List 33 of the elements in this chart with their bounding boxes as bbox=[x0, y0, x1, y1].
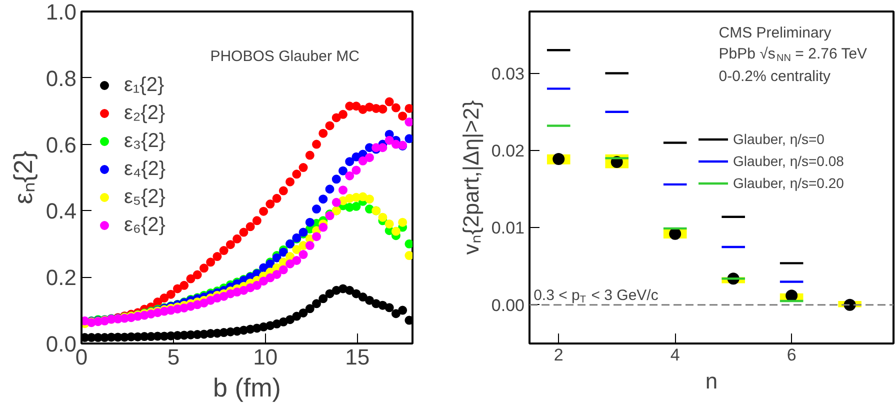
annotation: 0-0.2% centrality bbox=[718, 68, 831, 85]
legend-label: ε₅{2} bbox=[124, 184, 166, 210]
x-tick-label: 2 bbox=[554, 346, 564, 364]
y-axis-title: vₙ{2part,|Δη|>2} bbox=[458, 100, 484, 255]
x-tick-label: 5 bbox=[167, 344, 180, 370]
y-tick-label: 0.2 bbox=[46, 265, 77, 290]
legend-label: ε₁{2} bbox=[124, 72, 164, 98]
x-tick-label: 4 bbox=[670, 346, 680, 364]
x-tick-label: 10 bbox=[253, 344, 278, 370]
legend-label: Glauber, η/s=0 bbox=[733, 130, 824, 149]
x-axis-title: b (fm) bbox=[213, 372, 281, 402]
y-tick-label: 1.0 bbox=[46, 0, 77, 24]
legend-label: Glauber, η/s=0.20 bbox=[733, 174, 844, 193]
y-tick-label: 0.4 bbox=[46, 198, 77, 224]
legend-label: Glauber, η/s=0.08 bbox=[733, 152, 844, 171]
x-axis-title: n bbox=[705, 368, 718, 394]
y-tick-label: 0.6 bbox=[46, 132, 77, 158]
legend-label: ε₄{2} bbox=[124, 156, 166, 182]
x-tick-label: 6 bbox=[786, 346, 796, 364]
x-tick-label: 0 bbox=[75, 344, 88, 370]
y-tick-label: 0.00 bbox=[491, 296, 525, 315]
legend-label: ε₆{2} bbox=[124, 212, 166, 238]
y-tick-label: 0.8 bbox=[46, 66, 77, 91]
legend-label: ε₃{2} bbox=[124, 128, 166, 154]
y-tick-label: 0.03 bbox=[491, 64, 525, 84]
annotation: CMS Preliminary bbox=[718, 24, 832, 42]
y-tick-label: 0.01 bbox=[491, 218, 525, 238]
legend-label: ε₂{2} bbox=[124, 100, 166, 126]
y-tick-label: 0.0 bbox=[46, 332, 77, 356]
y-axis-title: εₙ{2} bbox=[8, 150, 38, 204]
annotation: PHOBOS Glauber MC bbox=[210, 48, 360, 65]
y-tick-label: 0.02 bbox=[491, 141, 525, 160]
x-tick-label: 15 bbox=[345, 344, 370, 370]
